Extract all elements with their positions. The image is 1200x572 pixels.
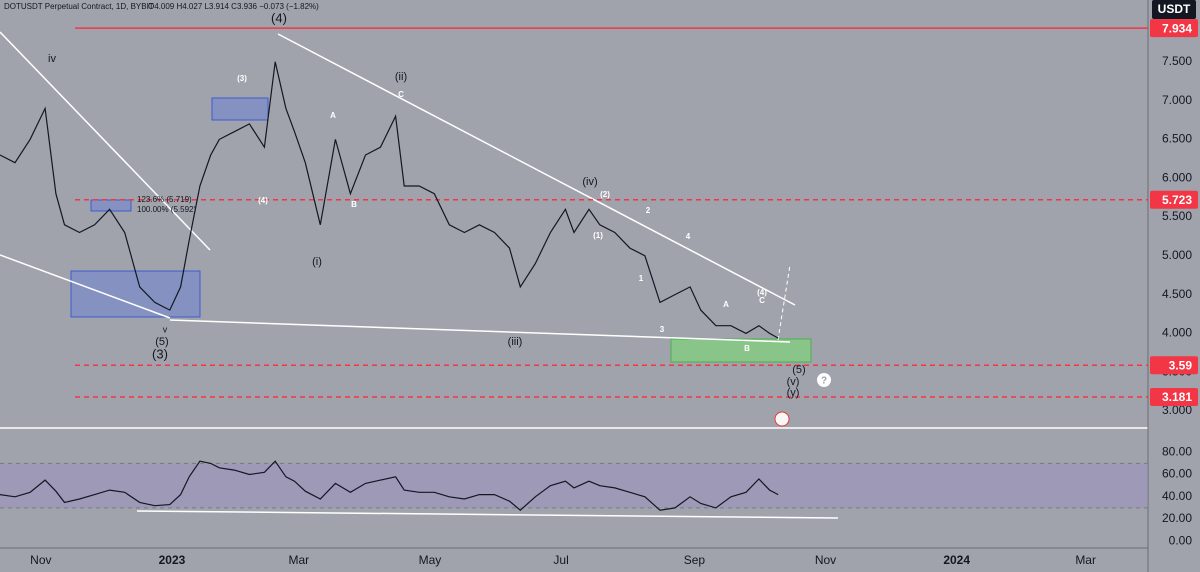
x-tick-label: Jul (553, 553, 568, 567)
symbol-title: DOTUSDT Perpetual Contract, 1D, BYBIT (4, 2, 154, 11)
x-tick-label: Mar (288, 553, 309, 567)
y-tick-label: 4.500 (1162, 287, 1192, 301)
box (70, 270, 201, 318)
wave-label: (4) (757, 288, 767, 297)
wave-label: (4) (271, 10, 287, 25)
fib-label: 123.6% (5.719) (137, 195, 192, 204)
fib-label: 100.00% (5.592) (137, 205, 196, 214)
level-label: 5.723 (1162, 193, 1192, 207)
y-tick-label: 3.000 (1162, 403, 1192, 417)
y-tick-label: 6.500 (1162, 132, 1192, 146)
y-tick-label: 4.000 (1162, 326, 1192, 340)
y-tick-label: 40.00 (1162, 489, 1192, 503)
level-box (1150, 387, 1198, 406)
level-label: 3.59 (1169, 358, 1193, 372)
currency-box (1152, 0, 1196, 19)
wave-label: (y) (787, 387, 800, 399)
trendline (136, 510, 839, 519)
level-label: 3.181 (1162, 390, 1192, 404)
wave-label: 1 (639, 274, 644, 283)
price-line (0, 460, 779, 511)
y-tick-label: 60.00 (1162, 467, 1192, 481)
wave-label: 2 (646, 206, 651, 215)
wave-label: (3) (237, 74, 247, 83)
level-label: 7.934 (1162, 21, 1192, 35)
x-tick-label: 2023 (159, 553, 186, 567)
projection (777, 264, 791, 341)
wave-label: 4 (686, 232, 691, 241)
wave-label: (2) (600, 190, 610, 199)
wave-label: (1) (593, 231, 603, 240)
x-tick-label: Sep (684, 553, 706, 567)
y-tick-label: 5.000 (1162, 248, 1192, 262)
price-line (0, 61, 779, 339)
level-box (1150, 356, 1198, 375)
y-tick-label: 0.00 (1169, 533, 1193, 547)
wave-label: iv (48, 53, 56, 65)
box (211, 97, 269, 121)
wave-label: A (330, 111, 336, 120)
event-icon[interactable] (774, 411, 790, 427)
y-tick-label: 20.00 (1162, 511, 1192, 525)
trendline (0, 31, 211, 251)
trendline (0, 254, 171, 319)
help-icon[interactable]: ? (821, 376, 827, 387)
wave-label: C (398, 90, 404, 99)
wave-label: (3) (152, 346, 168, 361)
wave-label: (ii) (395, 71, 407, 83)
rsi-band (0, 463, 1148, 508)
y-tick-label: 6.000 (1162, 170, 1192, 184)
wave-label: (5) (155, 336, 168, 348)
wave-label: C (759, 296, 765, 305)
x-tick-label: May (419, 553, 442, 567)
wave-label: (iii) (508, 336, 523, 348)
wave-label: B (351, 200, 357, 209)
wave-label: B (744, 344, 750, 353)
wave-label: (i) (312, 256, 322, 268)
y-tick-label: 80.00 (1162, 444, 1192, 458)
y-tick-label: 7.000 (1162, 93, 1192, 107)
trendline (169, 319, 791, 343)
x-tick-label: Mar (1075, 553, 1096, 567)
x-tick-label: Nov (815, 553, 836, 567)
box (90, 199, 132, 212)
wave-label: 3 (660, 325, 665, 334)
level-box (1150, 190, 1198, 209)
trendline (277, 33, 796, 306)
wave-label: (v) (787, 376, 800, 388)
x-tick-label: 2024 (943, 553, 970, 567)
wave-label: (4) (258, 196, 268, 205)
currency: USDT (1158, 2, 1191, 16)
box (670, 338, 812, 363)
wave-label: (iv) (582, 176, 597, 188)
x-tick-label: Nov (30, 553, 51, 567)
icon[interactable] (817, 373, 831, 387)
wave-label: (5) (792, 364, 805, 376)
wave-label: v (163, 324, 168, 334)
ohlc: O4.009 H4.027 L3.914 C3.936 −0.073 (−1.8… (148, 2, 319, 11)
y-tick-label: 5.500 (1162, 209, 1192, 223)
y-tick-label: 7.500 (1162, 54, 1192, 68)
level-box (1150, 19, 1198, 38)
wave-label: A (723, 300, 729, 309)
